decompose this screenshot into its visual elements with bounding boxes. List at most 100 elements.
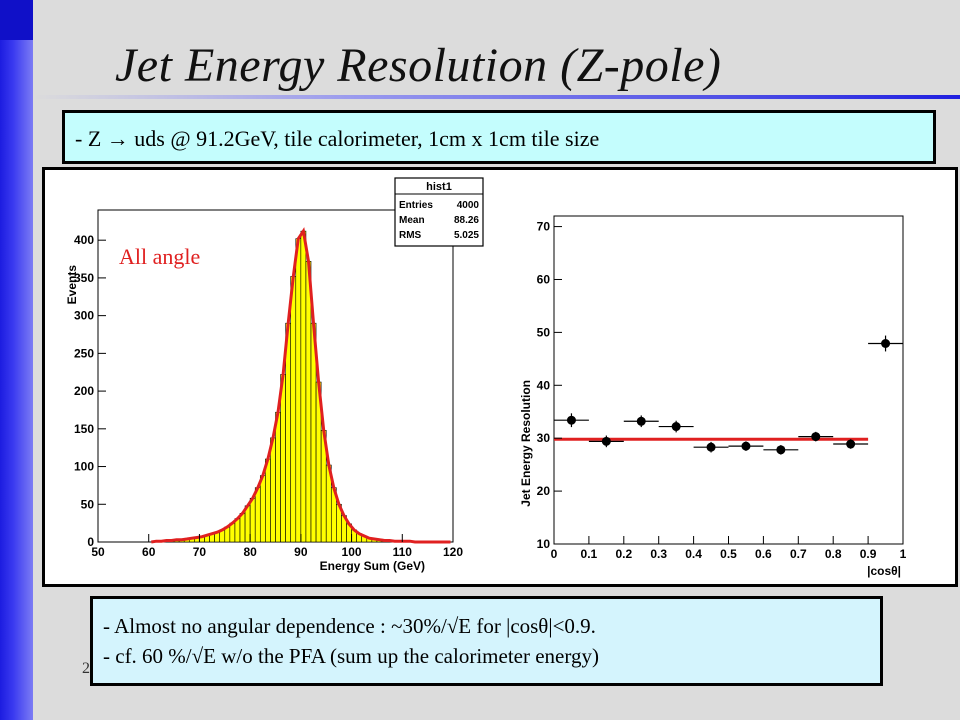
histogram-bar [239,513,246,543]
note-line-1: - Almost no angular dependence : ~30%/√E… [103,614,596,638]
histogram-bar [259,475,266,543]
resolution-x-tick-label: 0.1 [581,547,598,561]
resolution-x-tick-label: 0.7 [790,547,807,561]
stats-title: hist1 [426,181,452,193]
resolution-x-tick-label: 1 [900,547,907,561]
histogram-bar [300,230,307,543]
histogram-bar [280,374,286,543]
chart-frame: 0 50 100 150 200 250 300 350 400 50 60 70 80 90 100 11… [42,167,958,587]
stats-mean-value: 88.26 [454,215,479,226]
stats-entries-label: Entries [399,200,433,211]
resolution-marker [566,415,576,425]
resolution-chart: 10 20 30 40 50 60 70 0 0.1 0.2 0.3 0.4 0.5 0.6 0.7 0.8… [519,215,907,578]
histogram-y-tick-label: 100 [74,460,94,474]
histogram-bar [305,261,312,543]
histogram-x-tick-label: 60 [142,545,156,559]
histogram-x-tick-label: 70 [193,545,207,559]
resolution-point [798,431,834,442]
resolution-marker [811,432,821,442]
resolution-x-tick-label: 0.9 [860,547,877,561]
histogram-x-tick-label: 50 [91,545,105,559]
histogram-x-tick-label: 80 [243,545,257,559]
resolution-marker [601,436,611,446]
resolution-point [554,413,589,428]
histogram-bar [265,458,271,543]
histogram-y-tick-label: 50 [81,497,95,511]
histogram-y-tick-label: 350 [74,271,94,285]
histogram-fit-curve [151,227,451,544]
resolution-point [623,415,659,428]
histogram-y-tick-label: 250 [74,346,94,360]
resolution-plot-area [553,215,904,545]
histogram-x-label: Energy Sum (GeV) [320,559,425,573]
resolution-y-tick-label: 40 [537,378,551,392]
resolution-point [763,445,799,455]
histogram-y-tick-label: 300 [74,309,94,323]
histogram-y-tick-label: 400 [74,233,94,247]
histogram-x-tick-label: 90 [294,545,308,559]
slide-number: 2 [82,660,90,677]
histogram-y-tick-label: 0 [87,535,94,549]
resolution-x-tick-label: 0.4 [685,547,702,561]
resolution-point [693,441,729,453]
resolution-y-tick-label: 60 [537,272,551,286]
resolution-marker [741,441,751,451]
stats-entries-value: 4000 [457,200,480,211]
resolution-marker [776,445,786,455]
histogram-bar [254,487,261,543]
resolution-y-label: Jet Energy Resolution [519,380,533,507]
resolution-x-tick-label: 0.6 [755,547,772,561]
info-box: - Z → uds @ 91.2GeV, tile calorimeter, 1… [62,110,936,164]
histogram-annotation: All angle [119,244,200,269]
resolution-y-tick-label: 20 [537,484,551,498]
resolution-y-tick-label: 10 [537,537,551,551]
histogram-y-tick-label: 150 [74,422,94,436]
note-box: - Almost no angular dependence : ~30%/√E… [90,596,883,686]
resolution-x-tick-label: 0 [551,547,558,561]
resolution-marker [671,422,681,432]
note-line-2: - cf. 60 %/√E w/o the PFA (sum up the ca… [103,644,599,668]
resolution-marker [706,442,716,452]
resolution-x-tick-label: 0.5 [720,547,737,561]
histogram-bar [270,437,276,543]
resolution-marker [636,416,646,426]
resolution-marker [881,338,891,348]
resolution-x-tick-label: 0.3 [650,547,667,561]
resolution-x-tick-label: 0.8 [825,547,842,561]
resolution-marker [846,439,856,449]
resolution-x-axis: 0 0.1 0.2 0.3 0.4 0.5 0.6 0.7 0.8 0.9 1 [551,536,907,561]
histogram-bar [244,505,251,543]
stats-rms-label: RMS [399,230,422,241]
resolution-point [833,439,869,449]
resolution-y-tick-label: 70 [537,220,551,234]
histogram-x-axis: 50 60 70 80 90 100 110 120 [91,534,463,559]
resolution-points [554,335,903,455]
resolution-point [868,335,903,352]
histogram-x-tick-label: 120 [443,545,463,559]
stats-rms-value: 5.025 [454,230,479,241]
stats-mean-label: Mean [399,215,425,226]
histogram-bar [249,497,256,543]
resolution-y-tick-label: 30 [537,431,551,445]
resolution-x-tick-label: 0.2 [615,547,632,561]
histogram-x-tick-label: 100 [342,545,362,559]
title-underline [33,95,960,99]
corner-square [0,0,33,40]
resolution-y-tick-label: 50 [537,325,551,339]
resolution-x-label: |cosθ| [867,564,901,578]
histogram-bar [290,276,297,543]
resolution-point [728,441,764,451]
resolution-y-axis: 10 20 30 40 50 60 70 [537,220,562,551]
histogram-y-axis: 0 50 100 150 200 250 300 350 400 [74,233,106,549]
stats-box: hist1 Entries 4000 Mean 88.26 RMS 5.025 [394,177,484,247]
histogram-x-tick-label: 110 [393,545,413,559]
histogram-bar [295,238,302,543]
histogram-y-tick-label: 200 [74,384,94,398]
histogram-y-label: Events [65,265,79,305]
resolution-point [658,420,694,433]
histogram-bars [153,230,413,543]
histogram-bar [275,411,281,543]
left-accent-bar [0,0,33,720]
